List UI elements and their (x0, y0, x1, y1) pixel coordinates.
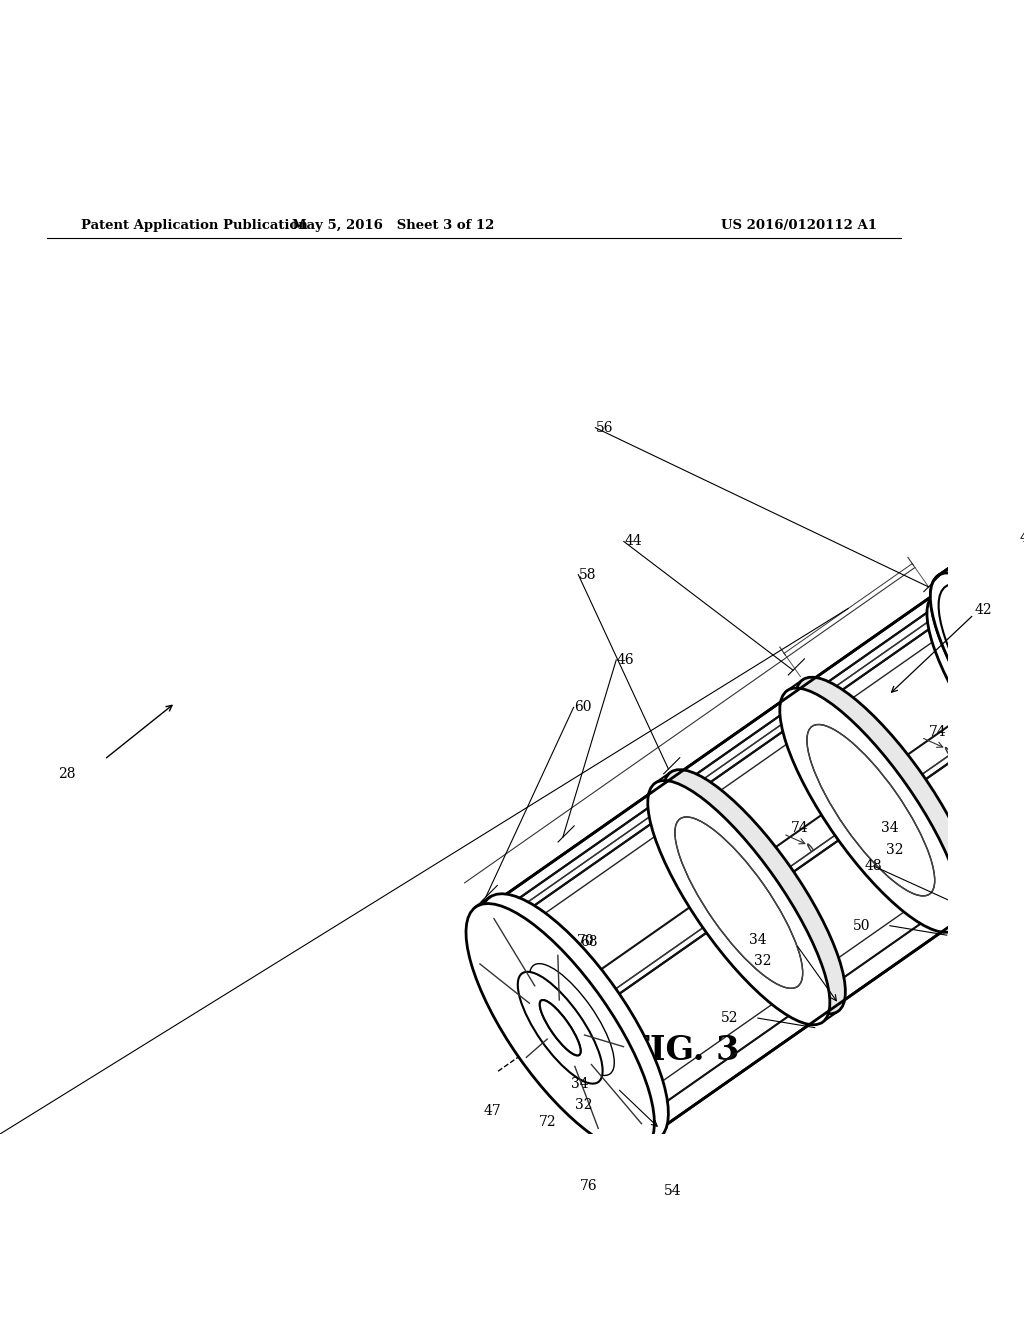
Polygon shape (1000, 524, 1024, 780)
Text: 54: 54 (665, 1184, 682, 1199)
Ellipse shape (779, 688, 962, 932)
Text: 32: 32 (754, 954, 772, 969)
Text: 76: 76 (581, 1179, 598, 1193)
Ellipse shape (480, 894, 669, 1142)
Text: 48: 48 (864, 859, 883, 873)
Text: Patent Application Publication: Patent Application Publication (81, 219, 307, 232)
Text: 46: 46 (616, 653, 635, 667)
Ellipse shape (664, 770, 846, 1014)
Text: 40: 40 (1020, 531, 1024, 545)
Text: 60: 60 (574, 701, 592, 714)
Ellipse shape (540, 1001, 581, 1056)
Text: 32: 32 (575, 1098, 593, 1113)
Ellipse shape (927, 593, 1024, 828)
Ellipse shape (466, 904, 654, 1152)
Text: FIG. 3: FIG. 3 (626, 1034, 739, 1067)
Text: 72: 72 (540, 1115, 557, 1129)
Ellipse shape (939, 583, 1024, 818)
Ellipse shape (796, 677, 978, 921)
Ellipse shape (648, 780, 829, 1024)
Text: 34: 34 (570, 1077, 589, 1090)
Text: 58: 58 (579, 568, 597, 582)
Ellipse shape (540, 1001, 581, 1056)
Text: 47: 47 (483, 1104, 502, 1118)
Ellipse shape (529, 964, 614, 1076)
Text: 50: 50 (853, 919, 870, 933)
Text: 34: 34 (750, 932, 767, 946)
Ellipse shape (931, 573, 1024, 830)
Text: 52: 52 (721, 1011, 738, 1026)
Text: May 5, 2016   Sheet 3 of 12: May 5, 2016 Sheet 3 of 12 (292, 219, 495, 232)
Text: 74: 74 (929, 725, 947, 739)
Ellipse shape (518, 972, 603, 1084)
Text: US 2016/0120112 A1: US 2016/0120112 A1 (721, 219, 877, 232)
Text: 74: 74 (792, 821, 809, 836)
Text: 70: 70 (577, 935, 594, 948)
Text: 34: 34 (882, 821, 899, 836)
Ellipse shape (931, 573, 1024, 830)
Text: 28: 28 (57, 767, 75, 780)
Text: 44: 44 (625, 535, 642, 549)
Text: 32: 32 (886, 843, 903, 857)
Text: 68: 68 (580, 936, 597, 949)
Text: 56: 56 (596, 421, 613, 434)
Text: 42: 42 (975, 603, 992, 616)
Ellipse shape (939, 583, 1024, 818)
